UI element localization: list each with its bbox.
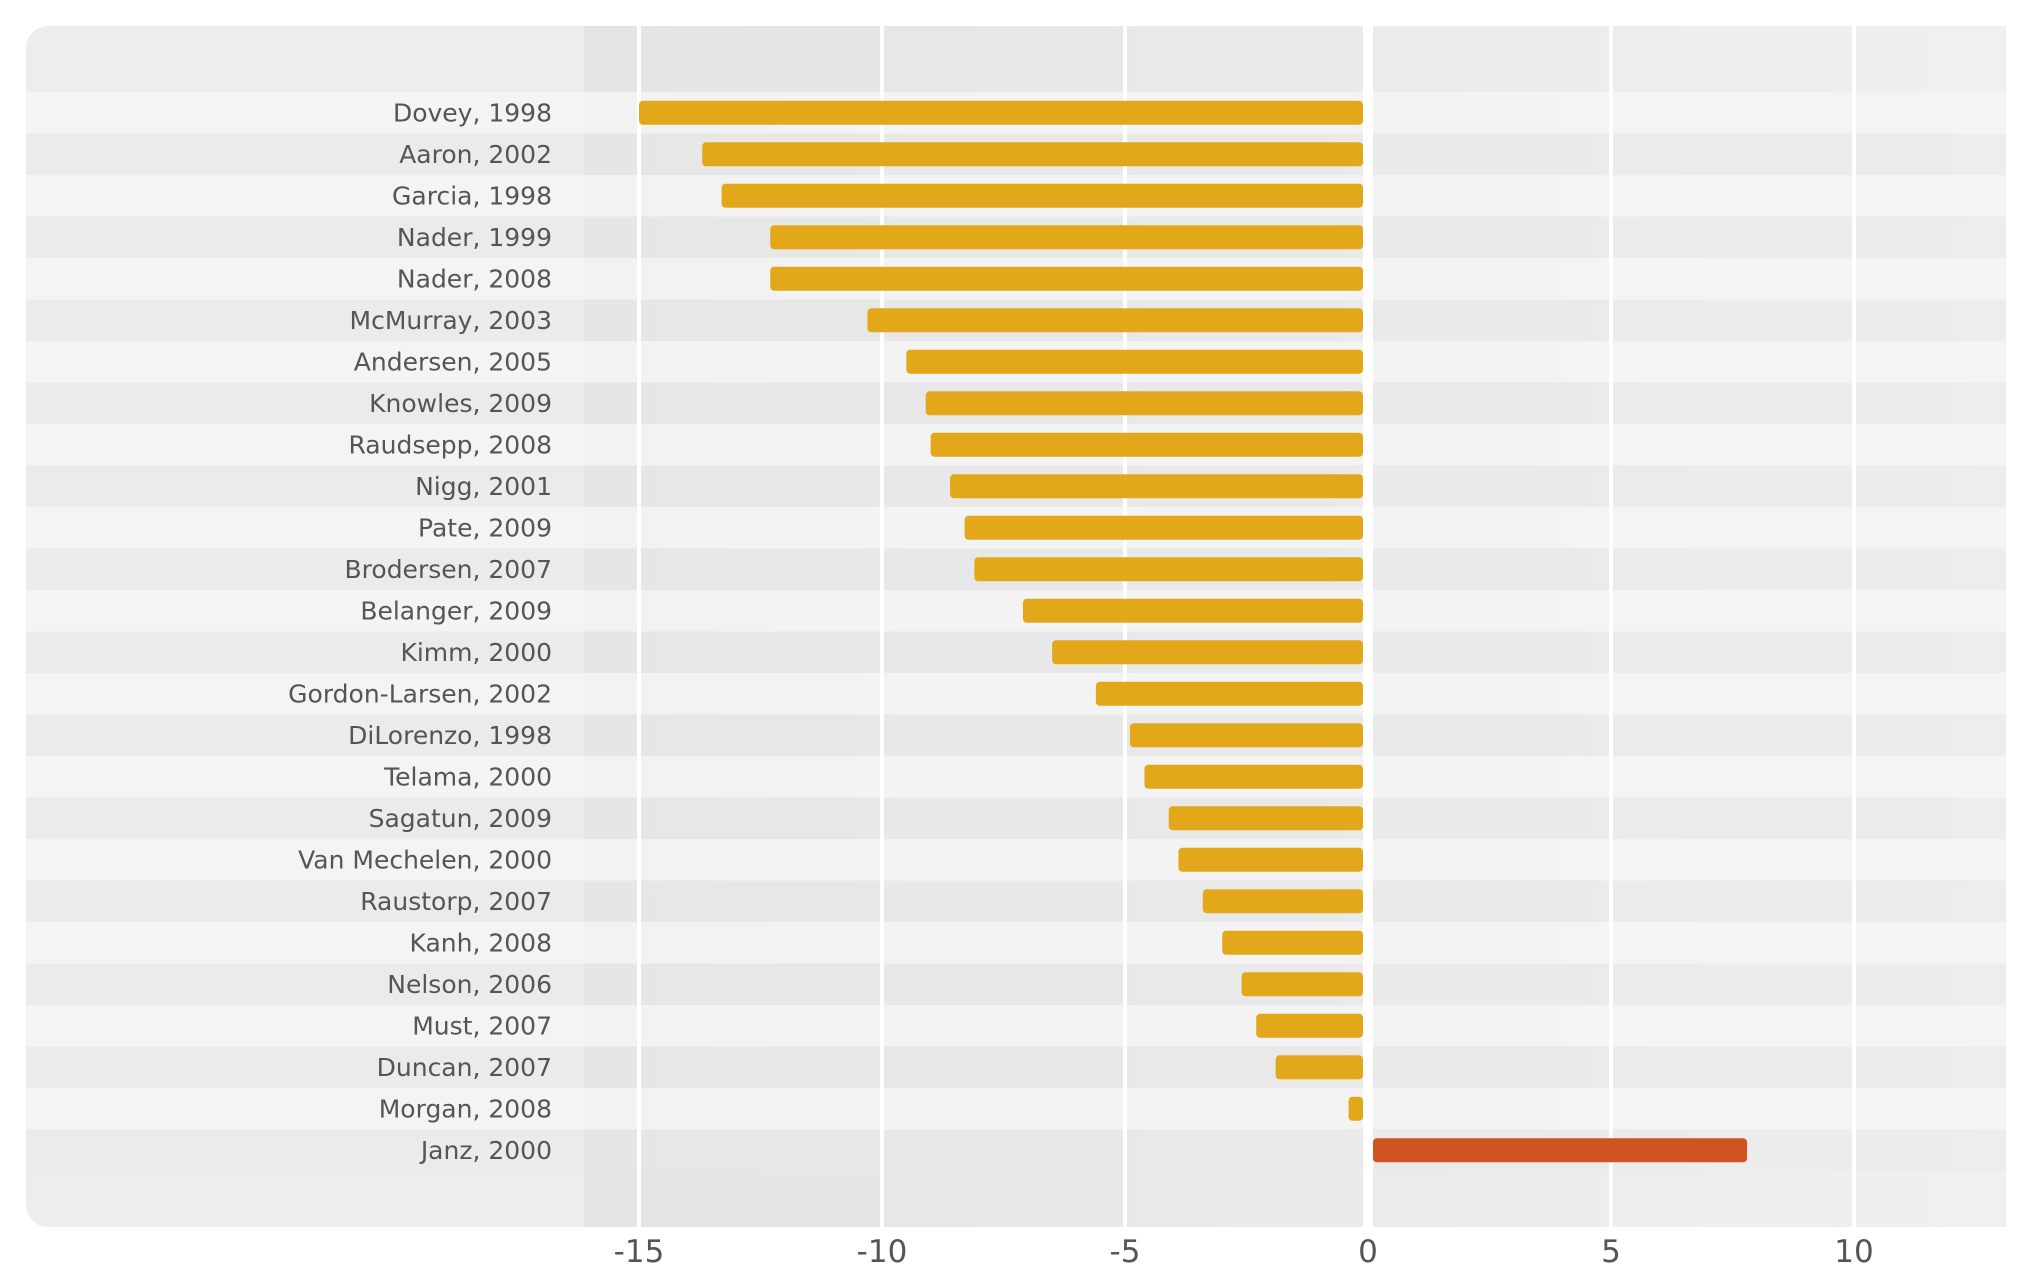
category-label: McMurray, 2003 bbox=[350, 306, 552, 335]
category-label: Knowles, 2009 bbox=[369, 389, 552, 418]
bars bbox=[639, 100, 1748, 1163]
bar bbox=[1095, 681, 1363, 706]
row-band bbox=[26, 1046, 2006, 1088]
category-label: Van Mechelen, 2000 bbox=[298, 845, 552, 874]
category-label: Morgan, 2008 bbox=[379, 1094, 552, 1123]
x-tick-label: 5 bbox=[1601, 1234, 1621, 1270]
category-label: Must, 2007 bbox=[412, 1011, 552, 1040]
bar bbox=[950, 474, 1363, 499]
bar bbox=[930, 432, 1363, 457]
row-band bbox=[26, 714, 2006, 756]
bar bbox=[867, 308, 1363, 333]
bar bbox=[1241, 972, 1363, 997]
bar bbox=[1202, 889, 1363, 914]
bar bbox=[1275, 1055, 1363, 1080]
bar bbox=[1144, 764, 1363, 789]
category-label: Duncan, 2007 bbox=[377, 1053, 552, 1082]
category-label: Raustorp, 2007 bbox=[360, 887, 552, 916]
row-band bbox=[26, 880, 2006, 922]
row-band bbox=[26, 631, 2006, 673]
bar bbox=[906, 349, 1363, 374]
bar bbox=[1178, 847, 1363, 872]
category-label: Belanger, 2009 bbox=[360, 596, 552, 625]
bar bbox=[974, 557, 1363, 582]
x-tick-label: -10 bbox=[857, 1234, 908, 1270]
row-band bbox=[26, 963, 2006, 1005]
category-label: Kanh, 2008 bbox=[410, 928, 552, 957]
row-band bbox=[26, 673, 2006, 715]
row-bands bbox=[26, 92, 2006, 1171]
x-axis-tick-labels: -15 -10 -5 0 5 10 bbox=[614, 1234, 1874, 1270]
bar bbox=[1222, 930, 1363, 955]
category-label: Gordon-Larsen, 2002 bbox=[288, 679, 552, 708]
category-label: Nader, 1999 bbox=[397, 223, 552, 252]
category-label: DiLorenzo, 1998 bbox=[348, 721, 552, 750]
row-band bbox=[26, 756, 2006, 798]
category-label: Nelson, 2006 bbox=[387, 970, 552, 999]
row-band bbox=[26, 922, 2006, 964]
x-tick-label: -15 bbox=[614, 1234, 665, 1270]
bar bbox=[964, 515, 1363, 540]
bar bbox=[1052, 640, 1363, 665]
row-band bbox=[26, 590, 2006, 632]
bar bbox=[925, 391, 1363, 416]
bar bbox=[1022, 598, 1363, 623]
category-label: Janz, 2000 bbox=[419, 1136, 552, 1165]
category-label: Nigg, 2001 bbox=[415, 472, 552, 501]
row-band bbox=[26, 1088, 2006, 1130]
x-tick-label: 0 bbox=[1358, 1234, 1378, 1270]
category-label: Pate, 2009 bbox=[418, 513, 552, 542]
category-label: Kimm, 2000 bbox=[400, 638, 552, 667]
category-label: Sagatun, 2009 bbox=[369, 804, 552, 833]
bar bbox=[1348, 1096, 1363, 1121]
bar bbox=[1129, 723, 1363, 748]
bar bbox=[702, 142, 1363, 167]
bar bbox=[770, 266, 1363, 291]
row-band bbox=[26, 839, 2006, 881]
bar bbox=[1373, 1138, 1748, 1163]
bar bbox=[721, 183, 1363, 208]
row-band bbox=[26, 797, 2006, 839]
category-labels: Dovey, 1998 Aaron, 2002 Garcia, 1998 Nader,… bbox=[288, 98, 552, 1165]
bar bbox=[1168, 806, 1363, 831]
category-label: Andersen, 2005 bbox=[354, 347, 552, 376]
category-label: Brodersen, 2007 bbox=[345, 555, 552, 584]
row-band bbox=[26, 1005, 2006, 1047]
category-label: Dovey, 1998 bbox=[393, 98, 552, 127]
category-label: Aaron, 2002 bbox=[399, 140, 552, 169]
bar bbox=[1256, 1013, 1363, 1038]
bar bbox=[770, 225, 1363, 250]
category-label: Nader, 2008 bbox=[397, 264, 552, 293]
category-label: Garcia, 1998 bbox=[392, 181, 552, 210]
bar bbox=[639, 100, 1363, 125]
category-label: Raudsepp, 2008 bbox=[348, 430, 552, 459]
x-tick-label: -5 bbox=[1110, 1234, 1141, 1270]
category-label: Telama, 2000 bbox=[383, 762, 552, 791]
x-tick-label: 10 bbox=[1834, 1234, 1873, 1270]
